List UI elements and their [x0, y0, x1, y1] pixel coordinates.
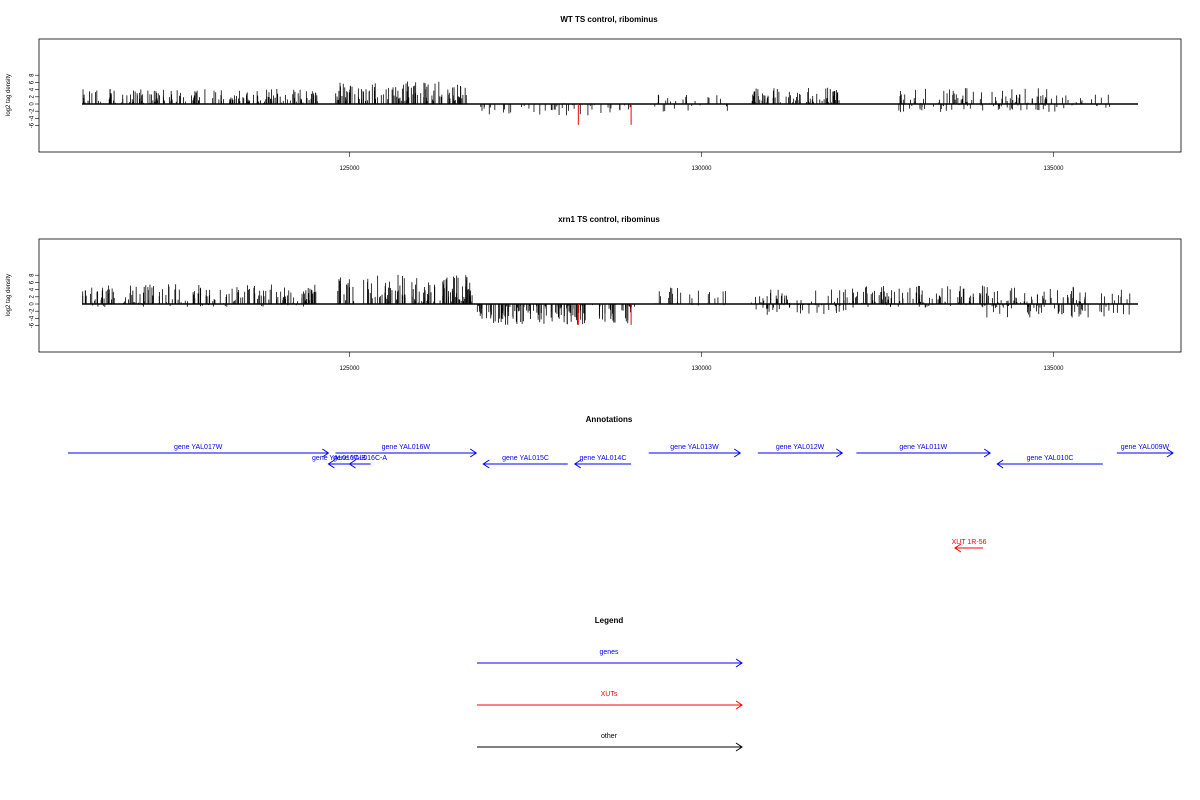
xrn1-plot-frame: [38, 238, 1182, 353]
legend-arrowhead: [735, 742, 743, 752]
feature-label: gene YAL014C: [580, 455, 627, 462]
y-tick-label: 2: [30, 94, 36, 98]
annotation-feature: gene YAL010C: [996, 455, 1103, 469]
feature-arrowhead: [996, 459, 1004, 469]
feature-label: gene YAL012W: [776, 444, 825, 451]
legend: Legend genes XUTs other: [477, 616, 743, 752]
annotation-feature: gene YAL013W: [648, 444, 742, 458]
annotation-feature: gene YAL016W: [335, 444, 478, 458]
legend-arrowhead: [735, 700, 743, 710]
x-tick-label: 135000: [1044, 166, 1065, 172]
feature-arrowhead: [573, 459, 582, 469]
y-tick-label: -6: [30, 322, 36, 328]
x-tick-label: 125000: [340, 166, 361, 172]
feature-arrowhead: [954, 543, 962, 553]
feature-label: gene YAL016C-B: [312, 455, 366, 462]
wt-plot-frame: [38, 38, 1182, 153]
feature-arrowhead: [836, 448, 844, 458]
annotation-feature: gene YAL016C-A: [333, 455, 387, 469]
y-tick-label: 0: [30, 102, 36, 106]
y-tick-label: -2: [30, 108, 36, 114]
y-tick-label: 6: [30, 280, 36, 284]
y-tick-label: -2: [30, 308, 36, 314]
legend-item: other: [477, 733, 743, 752]
legend-item: genes: [477, 649, 743, 668]
annotation-feature: gene YAL009W: [1116, 444, 1174, 458]
y-tick-label: -4: [30, 115, 36, 121]
wt-track-title: WT TS control, ribominus: [560, 15, 658, 24]
legend-label: other: [601, 733, 618, 740]
feature-label: gene YAL011W: [899, 444, 947, 451]
y-tick-label: 8: [30, 73, 36, 77]
xrn1-tick-group: 8 6 4 2 0 -2-4-6 125000 130000 135000: [30, 273, 1065, 372]
legend-label: genes: [599, 649, 619, 656]
feature-arrowhead: [327, 459, 335, 469]
legend-item: XUTs: [477, 691, 743, 710]
y-tick-label: 4: [30, 287, 36, 291]
feature-label: gene YAL015C: [502, 455, 549, 462]
feature-label: gene YAL013W: [670, 444, 719, 451]
annotation-feature: gene YAL016C-B: [312, 455, 366, 469]
wt-bar-group: [82, 81, 1138, 125]
feature-label: gene YAL017W: [174, 444, 223, 451]
legend-label: XUTs: [601, 691, 618, 698]
annotation-feature: XUT 1R-56: [952, 539, 987, 553]
feature-label: XUT 1R-56: [952, 539, 987, 546]
feature-arrowhead: [469, 448, 478, 458]
annotation-feature: gene YAL015C: [482, 455, 568, 469]
xrn1-track-panel: xrn1 TS control, ribominus log2 tag dens…: [6, 215, 1182, 372]
xrn1-track-title: xrn1 TS control, ribominus: [558, 215, 660, 224]
legend-items: genes XUTs other: [477, 649, 743, 752]
feature-arrowhead: [1166, 448, 1174, 458]
xrn1-bar-group: [82, 274, 1138, 325]
x-tick-label: 125000: [340, 366, 361, 372]
wt-tick-group: 8 6 4 2 0 -2-4-6 125000 130000 135000: [30, 73, 1065, 172]
x-tick-label: 130000: [692, 166, 713, 172]
feature-arrowhead: [482, 459, 490, 469]
y-tick-label: 6: [30, 80, 36, 84]
y-tick-label: 2: [30, 294, 36, 298]
annotation-feature: gene YAL014C: [573, 455, 632, 469]
annotations-title: Annotations: [586, 415, 633, 424]
y-tick-label: -4: [30, 315, 36, 321]
feature-label: gene YAL016C-A: [333, 455, 387, 462]
y-tick-label: 4: [30, 87, 36, 91]
annotation-feature: gene YAL017W: [67, 444, 330, 458]
y-tick-label: 8: [30, 273, 36, 277]
wt-y-axis-label: log2 tag density: [6, 74, 12, 116]
x-tick-label: 135000: [1044, 366, 1065, 372]
x-tick-label: 130000: [692, 366, 713, 372]
annotation-feature: gene YAL012W: [757, 444, 844, 458]
feature-arrowhead: [348, 459, 356, 469]
feature-label: gene YAL016W: [382, 444, 431, 451]
xrn1-y-axis-label: log2 tag density: [6, 274, 12, 316]
feature-label: gene YAL009W: [1121, 444, 1170, 451]
feature-label: gene YAL010C: [1027, 455, 1074, 462]
legend-title: Legend: [595, 616, 624, 625]
feature-arrowhead: [983, 448, 992, 458]
y-tick-label: -6: [30, 122, 36, 128]
legend-arrowhead: [735, 658, 743, 668]
y-tick-label: 0: [30, 302, 36, 306]
wt-track-panel: WT TS control, ribominus log2 tag densit…: [6, 15, 1182, 172]
feature-arrowhead: [733, 448, 742, 458]
feature-arrowhead: [322, 448, 330, 458]
annotation-feature: gene YAL011W: [856, 444, 992, 458]
